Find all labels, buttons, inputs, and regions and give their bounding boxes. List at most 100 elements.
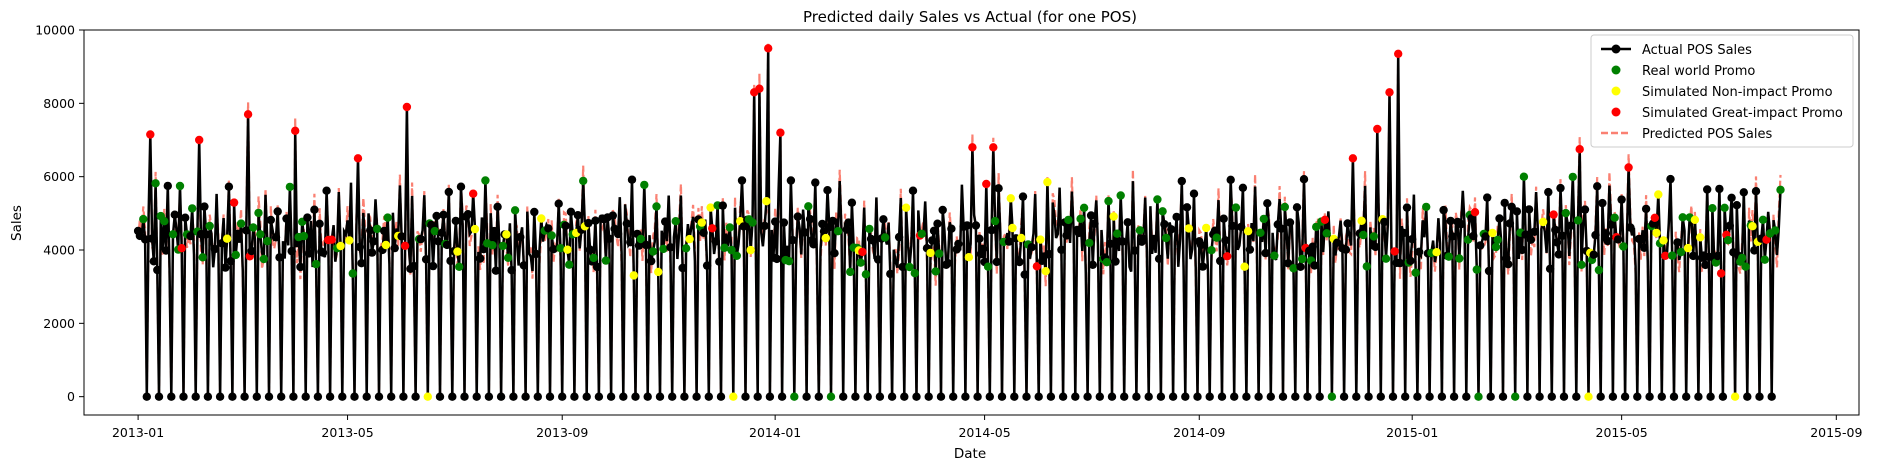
marker-promo-real — [1491, 242, 1501, 252]
x-tick-label: 2013-09 — [536, 425, 588, 440]
marker-promo-real — [254, 208, 263, 218]
marker-actual — [739, 222, 748, 231]
marker-promo-real — [1737, 253, 1747, 263]
marker-promo-none — [629, 271, 638, 280]
marker-actual — [1481, 232, 1490, 241]
marker-actual — [627, 175, 637, 184]
marker-actual — [476, 254, 485, 263]
marker-actual — [1090, 219, 1099, 228]
marker-actual — [350, 392, 359, 401]
marker-promo-great — [400, 241, 410, 250]
marker-actual — [929, 226, 939, 235]
series-markers — [133, 44, 1785, 401]
marker-actual — [975, 234, 984, 243]
marker-promo-none — [1652, 228, 1661, 238]
marker-actual — [1245, 245, 1255, 254]
marker-promo-real — [168, 230, 178, 239]
marker-promo-real — [1322, 229, 1331, 238]
marker-actual — [428, 261, 438, 271]
marker-promo-real — [1594, 265, 1604, 275]
marker-actual — [1123, 218, 1132, 227]
marker-actual — [1238, 183, 1248, 192]
marker-actual — [1352, 392, 1361, 401]
marker-actual — [1237, 222, 1246, 232]
marker-actual — [1058, 392, 1068, 401]
marker-actual — [1523, 392, 1532, 401]
marker-promo-real — [917, 229, 926, 238]
marker-actual — [1388, 392, 1398, 401]
marker-actual — [1364, 392, 1373, 401]
marker-actual — [228, 392, 237, 401]
marker-actual — [715, 257, 724, 266]
marker-promo-real — [188, 204, 197, 213]
marker-promo-great — [1762, 235, 1771, 244]
marker-actual — [179, 392, 188, 401]
marker-promo-great — [243, 110, 253, 119]
marker-actual — [973, 392, 982, 401]
marker-promo-none — [1538, 217, 1548, 227]
marker-actual — [1682, 392, 1691, 401]
marker-actual — [1469, 231, 1478, 241]
marker-promo-real — [1561, 208, 1571, 218]
marker-actual — [1254, 392, 1263, 401]
marker-promo-real — [1455, 254, 1464, 263]
legend-label-promo-real: Real world Promo — [1642, 64, 1755, 79]
marker-actual — [753, 392, 762, 401]
marker-actual — [493, 202, 502, 211]
marker-actual — [1034, 392, 1043, 401]
legend-entry-promo-great: Simulated Great-impact Promo — [1611, 106, 1843, 121]
x-tick-label: 2015-01 — [1386, 425, 1438, 440]
marker-promo-real — [1362, 262, 1372, 271]
marker-promo-none — [1041, 267, 1050, 276]
marker-actual — [437, 228, 446, 237]
marker-actual — [584, 218, 593, 228]
marker-promo-real — [498, 241, 508, 251]
marker-promo-real — [681, 244, 691, 253]
marker-actual — [1022, 392, 1031, 401]
marker-actual — [1446, 216, 1455, 226]
marker-promo-real — [1723, 236, 1733, 245]
marker-promo-real — [910, 269, 919, 278]
marker-actual — [446, 256, 455, 266]
x-tick-label: 2013-01 — [112, 425, 164, 440]
marker-promo-real — [263, 237, 272, 246]
marker-promo-real — [488, 241, 497, 250]
x-tick-label: 2014-01 — [749, 425, 801, 440]
marker-promo-real — [556, 244, 565, 253]
legend-label-predicted: Predicted POS Sales — [1642, 127, 1772, 142]
marker-actual — [1439, 205, 1448, 215]
marker-actual — [1593, 182, 1602, 191]
marker-promo-real — [833, 227, 843, 236]
marker-actual — [772, 254, 782, 264]
marker-actual — [1591, 230, 1600, 240]
marker-promo-great — [327, 235, 336, 244]
marker-promo-great — [1320, 215, 1330, 224]
marker-actual — [825, 223, 834, 232]
marker-actual — [1177, 176, 1187, 186]
marker-actual — [1476, 241, 1485, 250]
marker-promo-great — [1624, 163, 1633, 172]
marker-promo-none — [654, 267, 663, 277]
marker-actual — [716, 392, 726, 401]
marker-actual — [275, 253, 284, 262]
marker-actual — [460, 392, 469, 401]
marker-actual — [1285, 218, 1295, 227]
marker-actual — [1071, 392, 1080, 401]
marker-actual — [558, 392, 567, 401]
marker-promo-none — [1017, 233, 1026, 243]
marker-actual — [1727, 193, 1736, 202]
marker-actual — [851, 392, 860, 401]
marker-actual — [760, 221, 769, 231]
marker-promo-real — [846, 267, 855, 277]
marker-actual — [1160, 220, 1169, 229]
marker-actual — [779, 218, 789, 227]
marker-promo-real — [455, 262, 464, 271]
legend-entry-promo-none: Simulated Non-impact Promo — [1611, 85, 1833, 100]
marker-actual — [1566, 221, 1576, 230]
marker-actual — [496, 392, 506, 401]
marker-actual — [1278, 392, 1288, 401]
marker-actual — [809, 240, 818, 249]
marker-actual — [1057, 245, 1066, 254]
marker-actual — [1217, 392, 1227, 401]
marker-actual — [549, 245, 558, 254]
